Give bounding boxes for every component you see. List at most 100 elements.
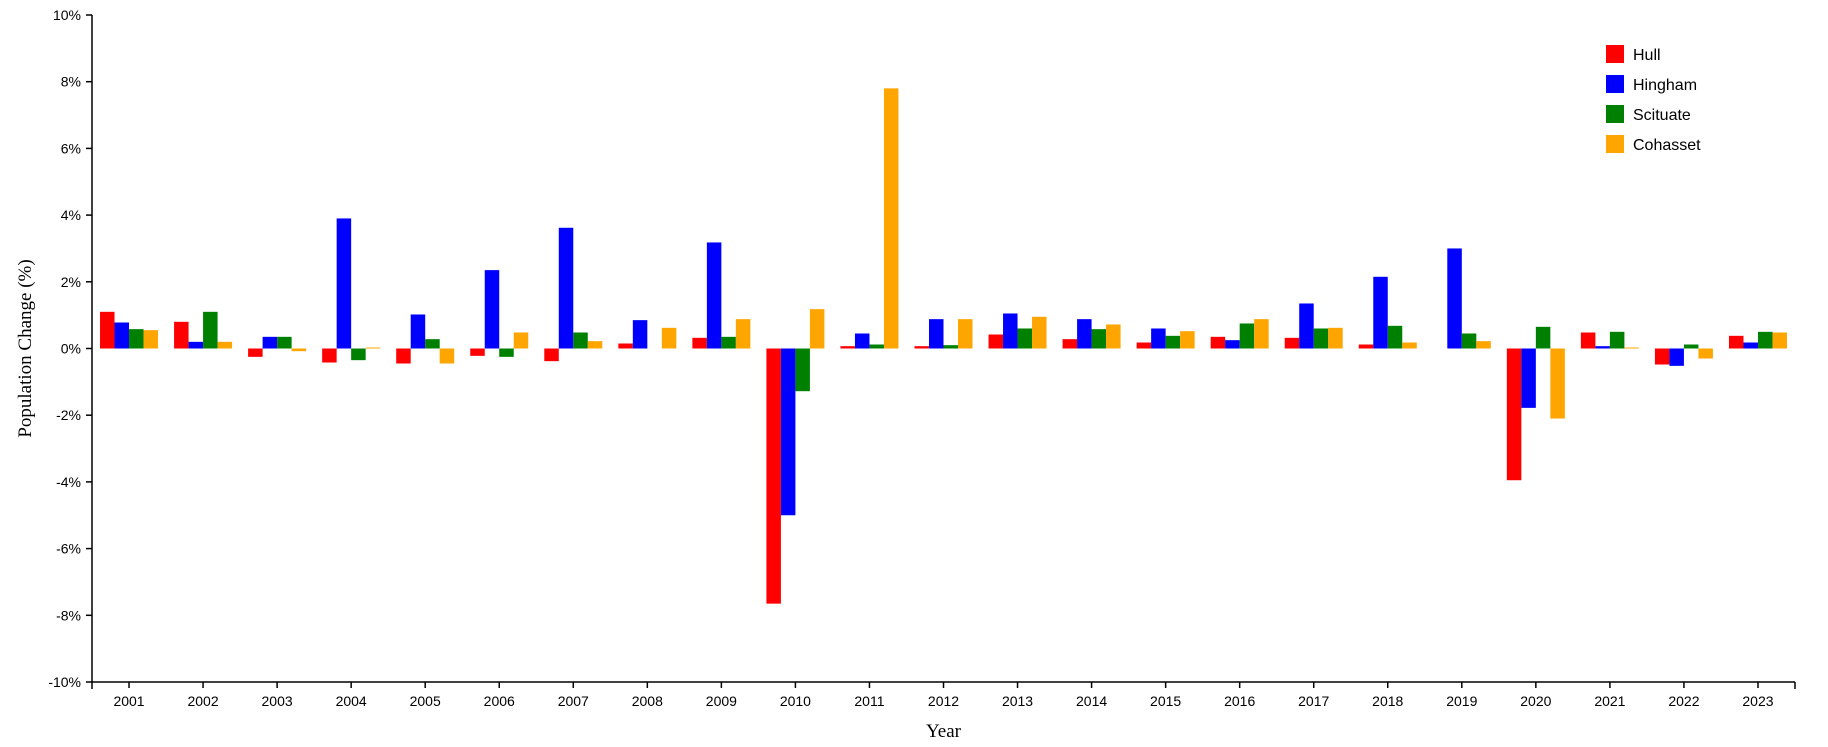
bar-hingham-2019: [1447, 248, 1462, 349]
y-axis-title: Population Change (%): [15, 259, 36, 437]
bar-hingham-2021: [1595, 346, 1610, 349]
bar-scituate-2019: [1461, 333, 1477, 349]
bar-hull-2021: [1580, 332, 1596, 349]
bar-hingham-2001: [114, 322, 130, 349]
bar-cohasset-2014: [1106, 324, 1121, 349]
bar-hull-2018: [1358, 344, 1374, 349]
x-tick-label: 2015: [1150, 693, 1181, 709]
legend-swatch-scituate: [1606, 105, 1624, 123]
y-tick-label: -2%: [56, 407, 81, 423]
legend-label-scituate: Scituate: [1633, 107, 1691, 124]
bar-hull-2012: [914, 346, 929, 349]
bar-scituate-2016: [1239, 323, 1255, 349]
bar-hingham-2018: [1373, 276, 1388, 349]
x-tick-label: 2004: [336, 693, 367, 709]
x-tick-label: 2020: [1520, 693, 1551, 709]
bar-hingham-2015: [1151, 328, 1166, 349]
bar-scituate-2018: [1387, 325, 1403, 349]
bars-layer: [100, 88, 1787, 604]
bar-hingham-2013: [1003, 313, 1018, 349]
y-tick-label: -8%: [56, 607, 81, 623]
legend-label-cohasset: Cohasset: [1633, 137, 1701, 154]
bar-hingham-2007: [558, 227, 574, 349]
bar-scituate-2004: [351, 348, 366, 361]
bar-hull-2013: [988, 334, 1004, 349]
bar-scituate-2002: [203, 311, 218, 349]
bar-cohasset-2017: [1328, 327, 1343, 349]
bar-hingham-2008: [632, 320, 648, 349]
y-tick-label: -6%: [56, 541, 81, 557]
x-tick-label: 2017: [1298, 693, 1329, 709]
bar-hingham-2003: [262, 336, 278, 349]
bar-scituate-2022: [1683, 344, 1699, 349]
bar-hingham-2009: [706, 242, 722, 349]
y-axis: -10% -8% -6% -4% -2% 0% 2% 4% 6% 8% 10%: [48, 7, 93, 690]
bar-cohasset-2001: [143, 330, 159, 349]
bar-cohasset-2006: [513, 332, 529, 349]
bar-hull-2011: [840, 346, 855, 349]
y-tick-label: 8%: [61, 74, 81, 90]
bar-hull-2006: [470, 348, 485, 356]
y-tick-label: -4%: [56, 474, 81, 490]
x-tick-label: 2018: [1372, 693, 1403, 709]
bar-scituate-2007: [573, 332, 588, 349]
bar-hull-2001: [100, 311, 115, 349]
bar-cohasset-2010: [809, 309, 825, 349]
bar-scituate-2006: [499, 348, 514, 357]
bar-hingham-2010: [780, 348, 796, 516]
bar-hingham-2017: [1299, 303, 1314, 349]
bar-hull-2002: [174, 321, 189, 349]
legend-label-hull: Hull: [1633, 47, 1661, 64]
bar-hull-2015: [1136, 342, 1152, 349]
y-tick-label: -10%: [48, 674, 81, 690]
bar-scituate-2015: [1165, 335, 1181, 349]
bar-cohasset-2002: [217, 341, 233, 349]
bar-hull-2007: [544, 348, 559, 362]
bar-scituate-2023: [1757, 331, 1773, 349]
bar-scituate-2003: [277, 336, 292, 349]
bar-cohasset-2021: [1624, 347, 1639, 349]
x-tick-label: 2023: [1742, 693, 1773, 709]
bar-hull-2017: [1284, 337, 1300, 349]
x-tick-label: 2002: [187, 693, 218, 709]
bar-hull-2010: [766, 348, 781, 604]
bar-scituate-2011: [869, 344, 884, 349]
bar-hull-2009: [692, 337, 707, 349]
x-tick-label: 2022: [1668, 693, 1699, 709]
x-tick-label: 2010: [780, 693, 811, 709]
legend-swatch-hingham: [1606, 75, 1624, 93]
bar-cohasset-2007: [587, 341, 603, 349]
bar-hull-2016: [1210, 336, 1226, 349]
legend-label-hingham: Hingham: [1633, 77, 1697, 94]
bar-cohasset-2004: [365, 347, 381, 349]
x-tick-label: 2012: [928, 693, 959, 709]
y-tick-label: 6%: [61, 140, 81, 156]
x-tick-label: 2013: [1002, 693, 1033, 709]
x-tick-label: 2006: [484, 693, 515, 709]
x-tick-label: 2009: [706, 693, 737, 709]
bar-cohasset-2023: [1772, 332, 1787, 349]
y-tick-label: 4%: [61, 207, 81, 223]
bar-hingham-2006: [484, 270, 500, 349]
x-tick-label: 2005: [410, 693, 441, 709]
bar-scituate-2013: [1017, 328, 1033, 349]
legend: Hull Hingham Scituate Cohasset: [1606, 45, 1701, 154]
bar-hingham-2020: [1521, 348, 1536, 408]
bar-scituate-2005: [425, 339, 440, 349]
bar-scituate-2012: [943, 345, 958, 349]
x-tick-label: 2003: [262, 693, 293, 709]
legend-swatch-hull: [1606, 45, 1624, 63]
bar-scituate-2009: [721, 336, 736, 349]
bar-cohasset-2020: [1550, 348, 1565, 419]
x-tick-label: 2001: [113, 693, 144, 709]
bar-hull-2003: [248, 348, 263, 357]
x-tick-label: 2019: [1446, 693, 1477, 709]
bar-hingham-2022: [1669, 348, 1684, 366]
bar-scituate-2020: [1535, 326, 1551, 349]
bar-cohasset-2008: [661, 327, 677, 349]
x-tick-label: 2008: [632, 693, 663, 709]
x-axis: 2001 2002 2003 2004 2005 2006 2007 2008 2009 2010…: [91, 681, 1796, 709]
x-tick-label: 2007: [558, 693, 589, 709]
x-tick-label: 2016: [1224, 693, 1255, 709]
